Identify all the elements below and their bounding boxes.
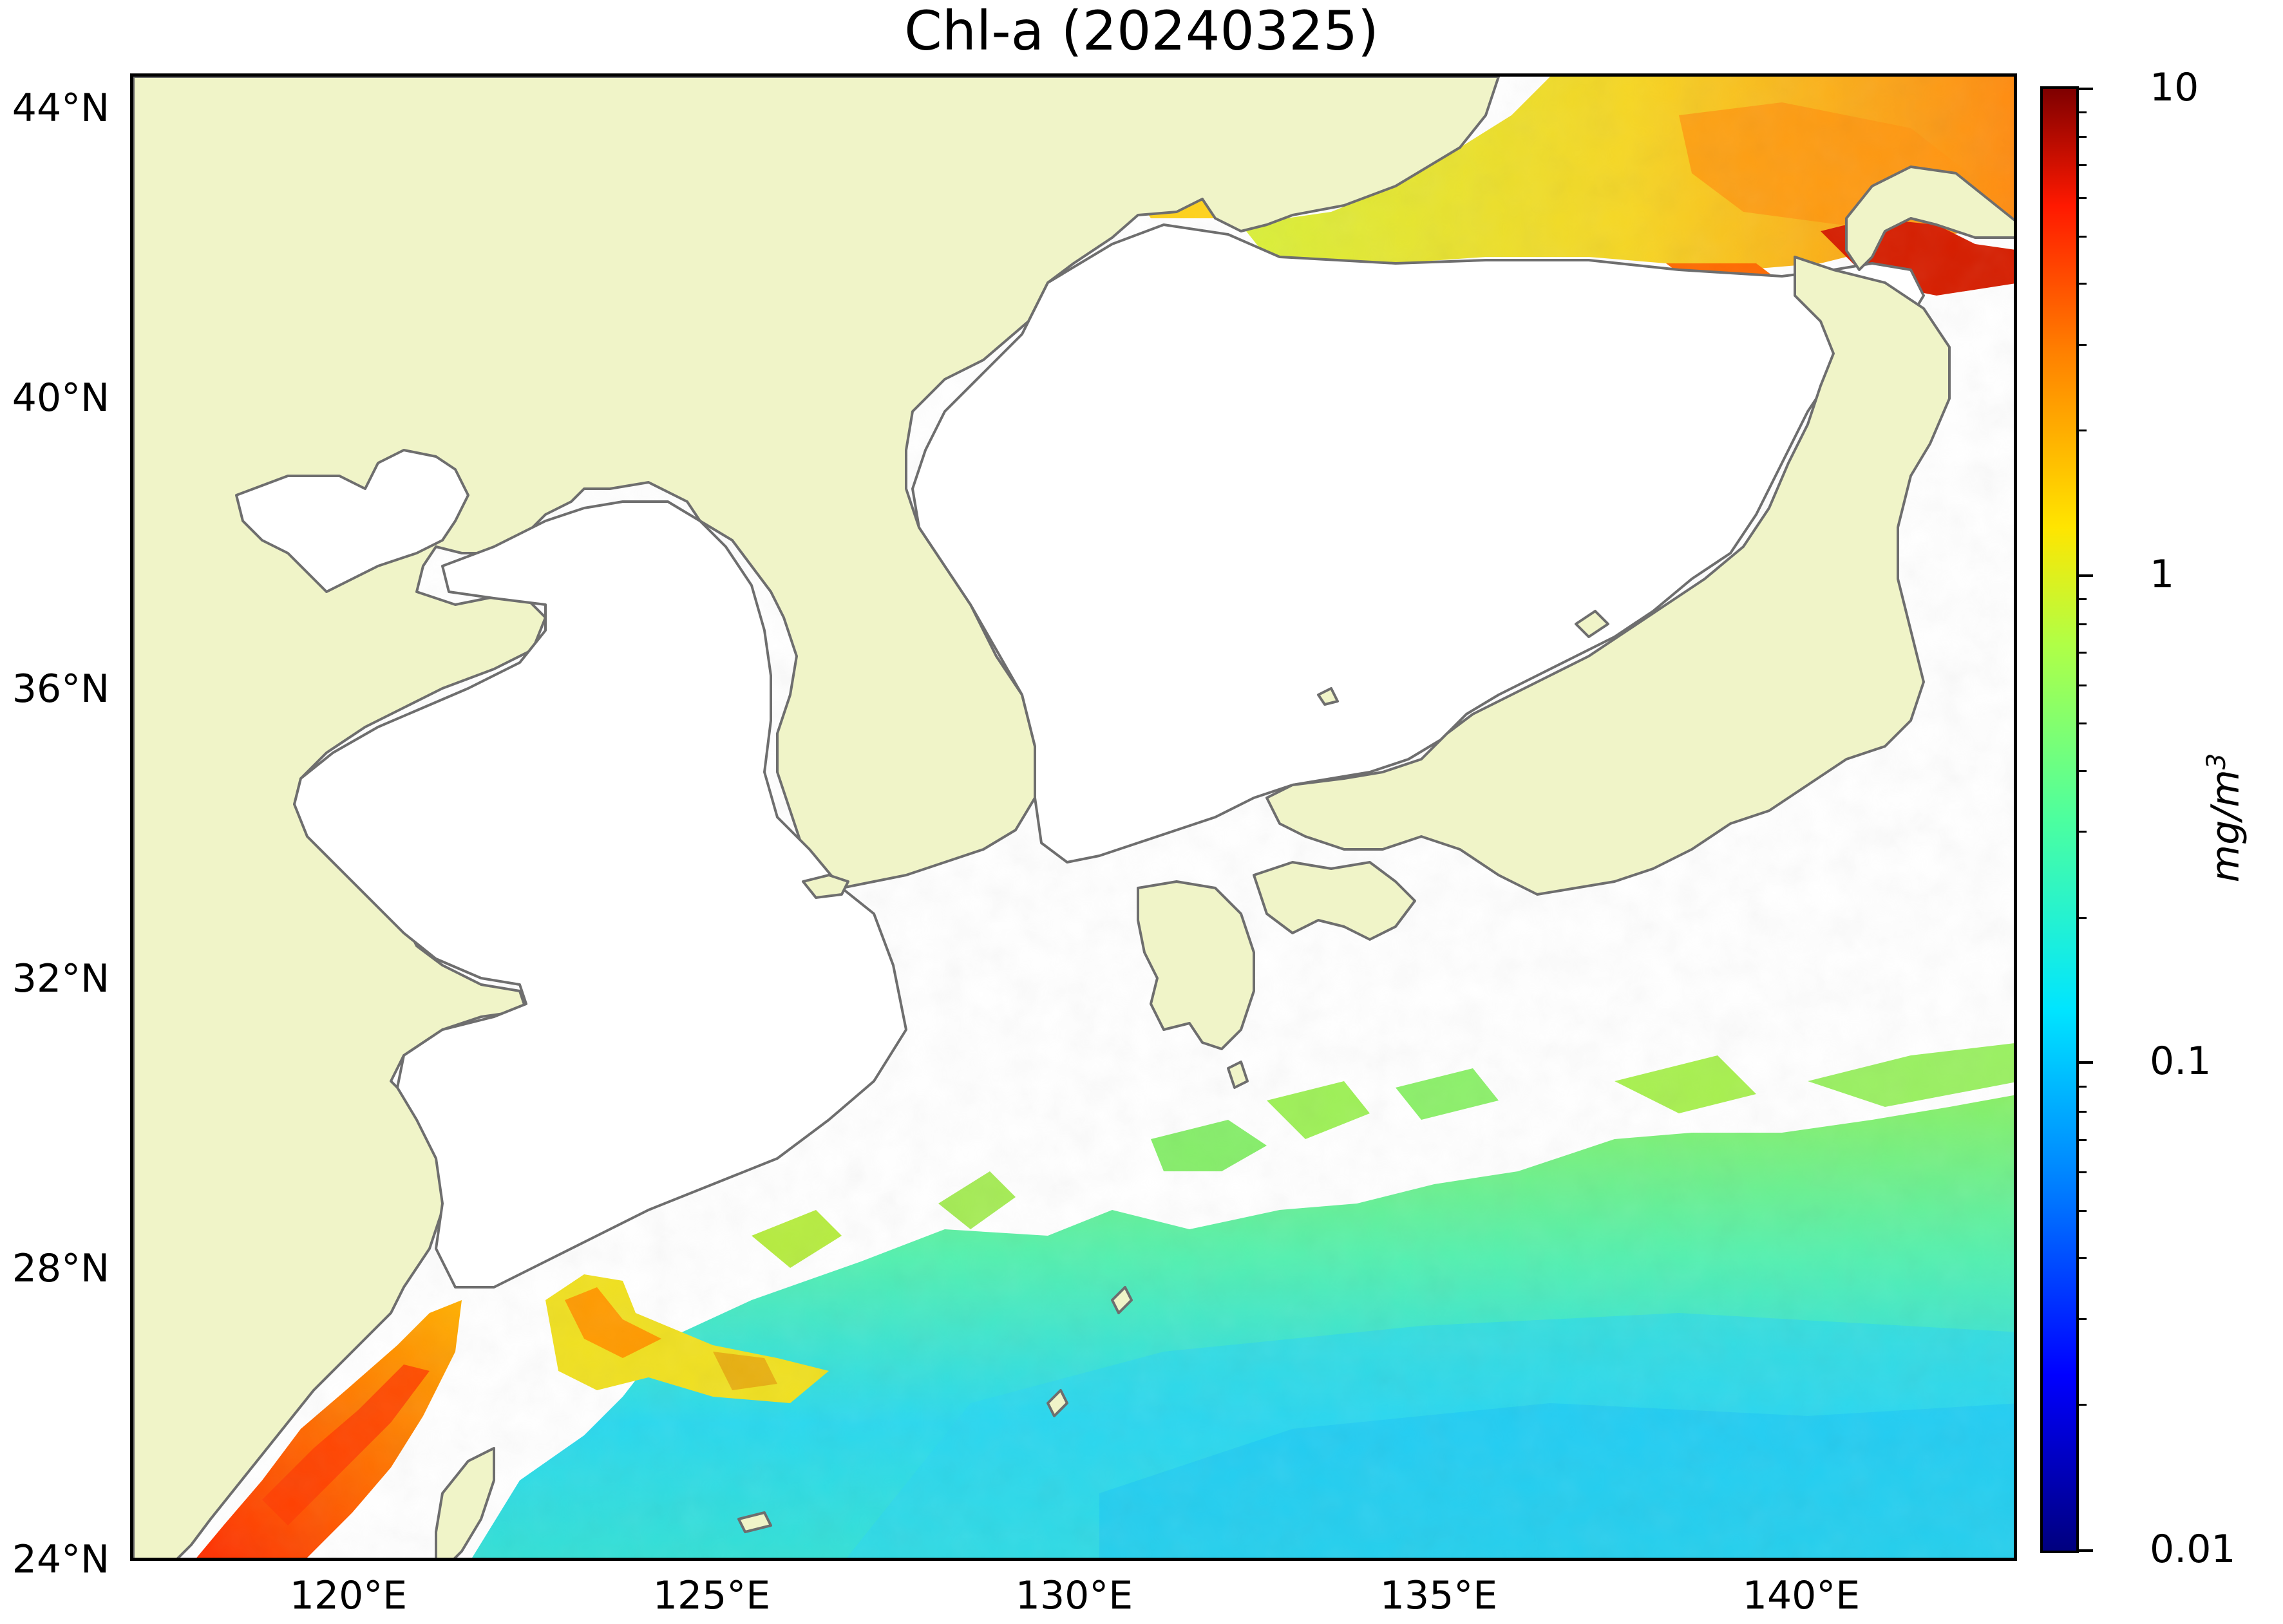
land-okinawa — [1047, 1389, 1068, 1417]
colorbar-minor-tick — [2079, 197, 2087, 199]
lat-label-32: 32°N — [12, 956, 109, 1001]
colorbar-tick-10 — [2079, 88, 2093, 90]
colorbar-label-0.01: 0.01 — [2150, 1527, 2236, 1572]
colorbar-minor-tick — [2079, 1257, 2087, 1259]
colorbar-minor-tick — [2079, 831, 2087, 833]
land-tanegashima — [1227, 1061, 1249, 1089]
colorbar-minor-tick — [2079, 598, 2087, 600]
colorbar-tick-1 — [2079, 574, 2093, 577]
lon-label-135: 135°E — [1379, 1573, 1498, 1618]
colorbar-minor-tick — [2079, 770, 2087, 772]
colorbar-minor-tick — [2079, 1318, 2087, 1320]
lon-label-140: 140°E — [1742, 1573, 1861, 1618]
colorbar-minor-tick — [2079, 1171, 2087, 1173]
land-japan-honshu — [1265, 256, 1951, 896]
colorbar-minor-tick — [2079, 1086, 2087, 1088]
colorbar-unit-main: mg/m — [2203, 770, 2248, 883]
land-japan-shikoku — [1253, 861, 1416, 941]
lat-label-28: 28°N — [12, 1246, 109, 1291]
colorbar-unit-label: mg/m3 — [2202, 753, 2248, 883]
land-japan-hokkaido — [1845, 165, 2014, 271]
land-oki — [1317, 687, 1339, 706]
colorbar-minor-tick — [2079, 722, 2087, 724]
colorbar-minor-tick — [2079, 1210, 2087, 1212]
land-ishigaki — [737, 1511, 772, 1533]
colorbar — [2040, 86, 2079, 1553]
land-japan-kyushu — [1137, 880, 1255, 1050]
colorbar-minor-tick — [2079, 236, 2087, 238]
colorbar-minor-tick — [2079, 164, 2087, 166]
lat-label-24: 24°N — [12, 1537, 109, 1582]
colorbar-minor-tick — [2079, 111, 2087, 113]
lon-label-125: 125°E — [652, 1573, 771, 1618]
map-title: Chl-a (20240325) — [904, 0, 1379, 62]
sea-bohai — [235, 449, 469, 593]
colorbar-minor-tick — [2079, 652, 2087, 654]
colorbar-label-10: 10 — [2150, 65, 2199, 110]
colorbar-minor-tick — [2079, 1111, 2087, 1113]
lon-label-130: 130°E — [1015, 1573, 1133, 1618]
map-svg — [133, 77, 2014, 1558]
sea-of-japan — [911, 223, 1925, 864]
map-panel — [130, 73, 2017, 1561]
land — [133, 77, 2014, 1558]
colorbar-label-0.1: 0.1 — [2150, 1039, 2212, 1084]
lat-label-44: 44°N — [12, 86, 109, 131]
colorbar-minor-tick — [2079, 1139, 2087, 1141]
land-taiwan — [435, 1447, 495, 1558]
land-amami — [1111, 1286, 1133, 1314]
colorbar-minor-tick — [2079, 283, 2087, 285]
lon-label-120: 120°E — [289, 1573, 408, 1618]
colorbar-minor-tick — [2079, 430, 2087, 431]
sea-yellow — [293, 500, 907, 1289]
colorbar-tick-0.01 — [2079, 1549, 2093, 1552]
lat-label-40: 40°N — [12, 375, 109, 420]
lat-label-36: 36°N — [12, 666, 109, 712]
colorbar-minor-tick — [2079, 344, 2087, 346]
colorbar-minor-tick — [2079, 685, 2087, 686]
colorbar-tick-0.1 — [2079, 1061, 2093, 1064]
colorbar-minor-tick — [2079, 136, 2087, 138]
colorbar-minor-tick — [2079, 623, 2087, 625]
colorbar-label-1: 1 — [2150, 552, 2175, 597]
land-jeju — [802, 874, 849, 899]
colorbar-minor-tick — [2079, 1404, 2087, 1406]
land-sado — [1575, 610, 1609, 638]
colorbar-minor-tick — [2079, 917, 2087, 919]
colorbar-unit-exponent: 3 — [2202, 753, 2231, 770]
